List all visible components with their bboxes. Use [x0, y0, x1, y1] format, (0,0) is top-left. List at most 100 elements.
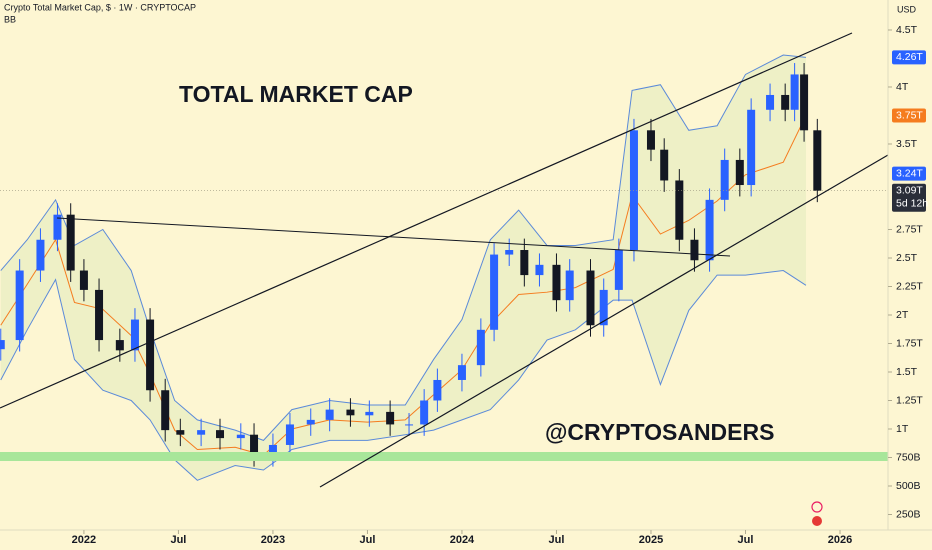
price-tag-label: 3.75T	[896, 109, 923, 121]
y-tick-label: 1T	[896, 423, 909, 435]
plot-area	[0, 54, 822, 481]
y-tick-label: 4T	[896, 81, 909, 93]
x-tick-label: 2025	[639, 534, 663, 546]
candle-body	[629, 130, 638, 251]
candle-body	[766, 94, 775, 110]
trend-line	[319, 154, 889, 488]
candle-body	[79, 270, 88, 290]
candle-body	[490, 254, 499, 330]
candle-body	[433, 379, 442, 401]
price-tag	[892, 166, 926, 181]
y-tick-label: 2.5T	[896, 252, 918, 264]
candle-body	[161, 390, 170, 431]
candle-body	[365, 411, 374, 416]
price-tag-label: 3.24T	[896, 167, 923, 179]
x-tick-label: 2022	[72, 534, 96, 546]
y-tick-label: 3.5T	[896, 138, 918, 150]
y-tick-label: 2.25T	[896, 280, 923, 292]
countdown: 5d 12h	[896, 198, 928, 210]
candle-body	[306, 419, 315, 425]
candle-body	[15, 270, 24, 341]
candle-body	[53, 214, 62, 240]
candle-body	[346, 409, 355, 416]
candle-body	[646, 130, 655, 150]
bb-upper	[0, 54, 807, 441]
candle-body	[586, 270, 595, 326]
y-tick-label: 500B	[896, 480, 921, 492]
candle-body	[197, 430, 206, 435]
x-tick-label: Jul	[170, 534, 186, 546]
candle-body	[236, 434, 245, 439]
price-tag	[892, 183, 926, 212]
candle-body	[130, 319, 139, 351]
candle-body	[552, 264, 561, 301]
candle-body	[747, 109, 756, 186]
candle-body	[405, 424, 414, 426]
x-tick-label: Jul	[359, 534, 375, 546]
trend-line	[56, 217, 731, 257]
y-tick-label: 1.5T	[896, 366, 918, 378]
candle-body	[800, 74, 809, 131]
bb-lower	[0, 270, 807, 481]
y-tick-label: 4.5T	[896, 24, 918, 36]
candle-body	[476, 329, 485, 366]
candle-body	[285, 424, 294, 445]
candle-body	[0, 340, 5, 350]
candle-body	[36, 239, 45, 271]
candle-body	[660, 149, 669, 181]
candle-body	[176, 430, 185, 435]
currency-label: USD	[897, 4, 917, 14]
x-tick-label: Jul	[738, 534, 754, 546]
candle-body	[790, 74, 799, 110]
y-tick-label: 2.75T	[896, 223, 923, 235]
candle-body	[66, 214, 75, 271]
event-icon[interactable]	[811, 501, 823, 513]
candle-body	[813, 130, 822, 191]
candle-body	[146, 319, 155, 391]
candle-body	[614, 250, 623, 290]
candle-body	[457, 365, 466, 380]
candle-body	[520, 250, 529, 276]
y-tick-label: 750B	[896, 451, 921, 463]
candle-body	[268, 444, 277, 456]
candle-body	[325, 409, 334, 420]
chart-title: Crypto Total Market Cap, $ · 1W · CRYPTO…	[4, 2, 196, 12]
x-tick-label: Jul	[549, 534, 565, 546]
x-tick-label: 2026	[828, 534, 852, 546]
candle-body	[599, 289, 608, 326]
indicator-label: BB	[4, 14, 16, 24]
candle-body	[705, 199, 714, 261]
y-tick-label: 1.75T	[896, 337, 923, 349]
annotation: TOTAL MARKET CAP	[179, 81, 413, 107]
event-icon[interactable]	[812, 516, 822, 526]
candle-body	[735, 159, 744, 186]
price-tag	[892, 108, 926, 123]
candle-body	[95, 289, 104, 341]
trend-line	[0, 32, 853, 409]
x-tick-label: 2024	[450, 534, 475, 546]
candle-body	[216, 430, 225, 439]
x-tick-label: 2023	[261, 534, 285, 546]
candle-body	[675, 180, 684, 240]
y-tick-label: 1.25T	[896, 394, 923, 406]
candle-body	[781, 94, 790, 110]
candle-body	[250, 434, 259, 456]
candle-body	[720, 159, 729, 200]
support-zone	[0, 452, 888, 461]
y-tick-label: 2T	[896, 309, 909, 321]
y-tick-label: 250B	[896, 508, 921, 520]
candle-body	[386, 411, 395, 425]
price-tag-label: 4.26T	[896, 51, 923, 63]
candle-body	[690, 239, 699, 261]
candle-body	[535, 264, 544, 276]
price-tag-label: 3.09T	[896, 185, 923, 197]
price-tag	[892, 50, 926, 65]
bb-fill	[0, 55, 806, 481]
candle-body	[420, 400, 429, 425]
bb-middle	[0, 115, 807, 456]
candle-body	[565, 270, 574, 301]
candle-body	[505, 250, 514, 255]
candle-body	[115, 340, 124, 351]
